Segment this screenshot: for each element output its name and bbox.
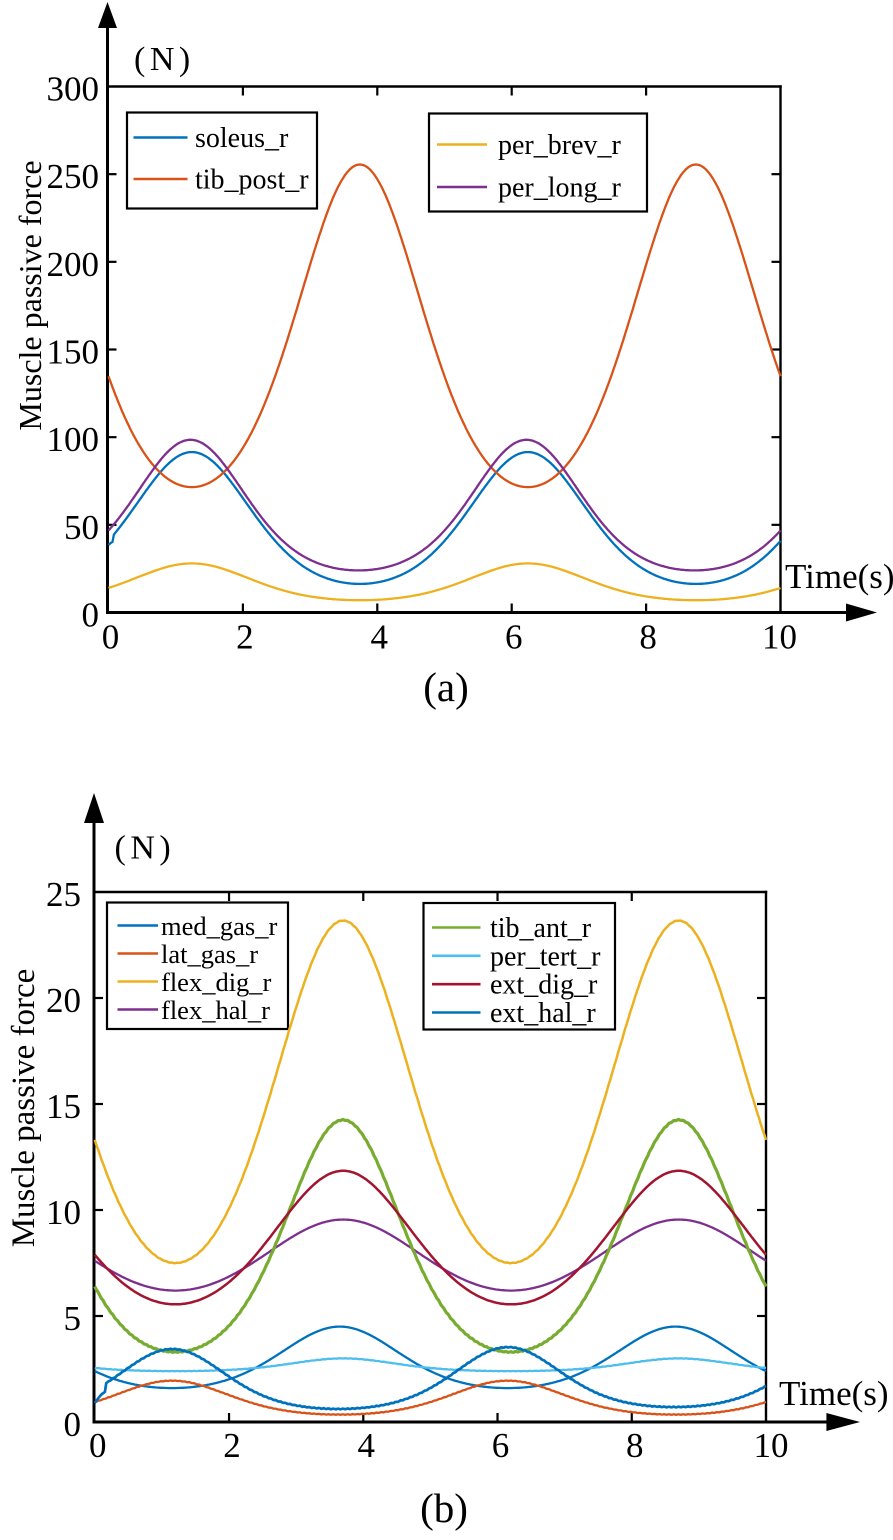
svg-text:flex_dig_r: flex_dig_r xyxy=(161,967,272,997)
svg-text:15: 15 xyxy=(46,1087,81,1126)
svg-text:med_gas_r: med_gas_r xyxy=(161,911,277,941)
svg-text:20: 20 xyxy=(46,981,81,1020)
svg-text:100: 100 xyxy=(47,420,100,459)
svg-text:per_brev_r: per_brev_r xyxy=(498,130,622,161)
svg-text:250: 250 xyxy=(47,157,100,196)
svg-text:lat_gas_r: lat_gas_r xyxy=(161,939,258,969)
svg-text:tib_ant_r: tib_ant_r xyxy=(490,913,592,944)
svg-text:per_tert_r: per_tert_r xyxy=(490,941,601,972)
svg-text:10: 10 xyxy=(46,1193,81,1232)
svg-text:(N): (N) xyxy=(115,830,176,867)
svg-text:10: 10 xyxy=(762,618,797,657)
svg-text:Muscle passive force: Muscle passive force xyxy=(6,969,42,1248)
svg-text:0: 0 xyxy=(82,596,100,635)
svg-text:50: 50 xyxy=(64,508,99,547)
svg-text:flex_hal_r: flex_hal_r xyxy=(161,995,270,1025)
svg-text:6: 6 xyxy=(492,1426,510,1465)
svg-text:4: 4 xyxy=(371,618,389,657)
svg-text:Time(s): Time(s) xyxy=(779,1374,889,1413)
svg-text:0: 0 xyxy=(89,1426,107,1465)
svg-text:0: 0 xyxy=(102,618,120,657)
svg-text:10: 10 xyxy=(754,1426,789,1465)
svg-text:300: 300 xyxy=(47,70,100,109)
svg-text:8: 8 xyxy=(626,1426,644,1465)
svg-text:25: 25 xyxy=(46,875,81,914)
svg-text:200: 200 xyxy=(47,245,100,284)
svg-text:0: 0 xyxy=(64,1405,82,1444)
svg-text:5: 5 xyxy=(64,1299,82,1338)
svg-text:ext_dig_r: ext_dig_r xyxy=(490,970,598,1001)
svg-text:6: 6 xyxy=(505,618,523,657)
svg-text:8: 8 xyxy=(639,618,657,657)
svg-text:per_long_r: per_long_r xyxy=(498,173,622,204)
svg-text:tib_post_r: tib_post_r xyxy=(195,165,309,196)
svg-text:(N): (N) xyxy=(134,41,195,78)
svg-text:2: 2 xyxy=(236,618,254,657)
svg-text:ext_hal_r: ext_hal_r xyxy=(490,998,596,1029)
svg-text:(b): (b) xyxy=(420,1485,468,1531)
svg-text:150: 150 xyxy=(47,333,100,372)
svg-text:2: 2 xyxy=(223,1426,241,1465)
svg-text:(a): (a) xyxy=(423,664,469,710)
svg-text:4: 4 xyxy=(358,1426,376,1465)
svg-text:Muscle passive force: Muscle passive force xyxy=(12,160,48,430)
svg-text:soleus_r: soleus_r xyxy=(195,123,289,154)
svg-text:Time(s): Time(s) xyxy=(785,557,893,596)
